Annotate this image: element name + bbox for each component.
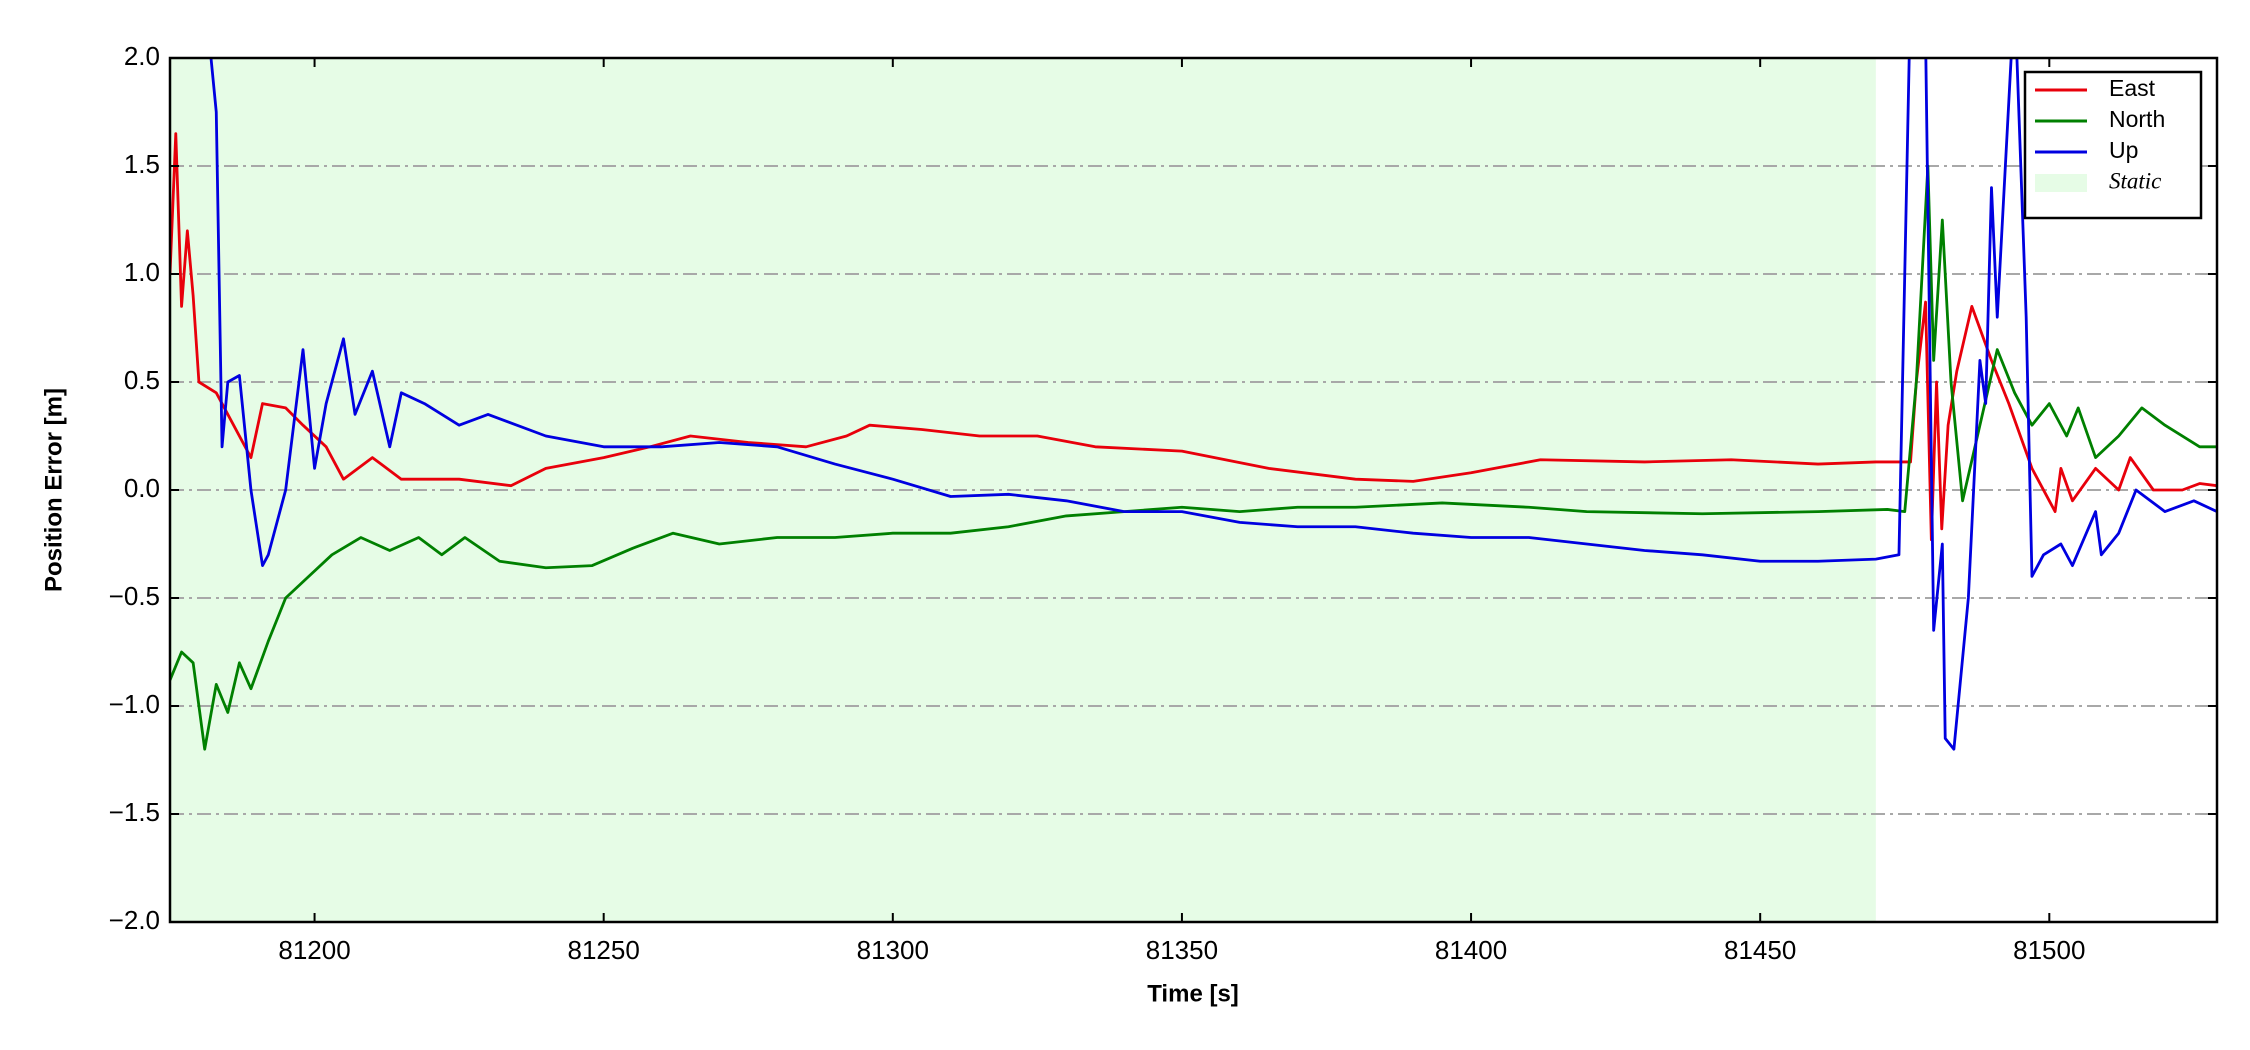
x-tick-label: 81350 <box>1146 935 1218 965</box>
x-tick-label: 81450 <box>1724 935 1796 965</box>
x-axis-title: Time [s] <box>1147 980 1239 1007</box>
x-tick-label: 81500 <box>2013 935 2085 965</box>
y-axis-title: Position Error [m] <box>40 388 67 592</box>
series-line <box>209 58 2217 751</box>
y-tick-label: 0.5 <box>124 365 160 395</box>
legend-swatch <box>2035 174 2087 192</box>
legend-label: Static <box>2109 168 2161 193</box>
y-tick-label: −1.5 <box>109 797 160 827</box>
x-tick-label: 81400 <box>1435 935 1507 965</box>
x-tick-label: 81200 <box>278 935 350 965</box>
y-tick-label: 1.0 <box>124 257 160 287</box>
static-span <box>170 58 1876 922</box>
series-line <box>170 132 2217 542</box>
y-tick-label: −2.0 <box>109 905 160 935</box>
y-tick-label: 0.0 <box>124 473 160 503</box>
legend-label: East <box>2109 75 2156 101</box>
legend-box <box>2023 70 2203 220</box>
legend-label: North <box>2109 106 2165 132</box>
x-tick-label: 81250 <box>568 935 640 965</box>
series-line <box>170 164 2217 751</box>
y-tick-label: −1.0 <box>109 689 160 719</box>
x-tick-label: 81300 <box>857 935 929 965</box>
y-tick-label: 2.0 <box>124 41 160 71</box>
legend-label: Up <box>2109 137 2138 163</box>
y-tick-label: −0.5 <box>109 581 160 611</box>
y-tick-label: 1.5 <box>124 149 160 179</box>
